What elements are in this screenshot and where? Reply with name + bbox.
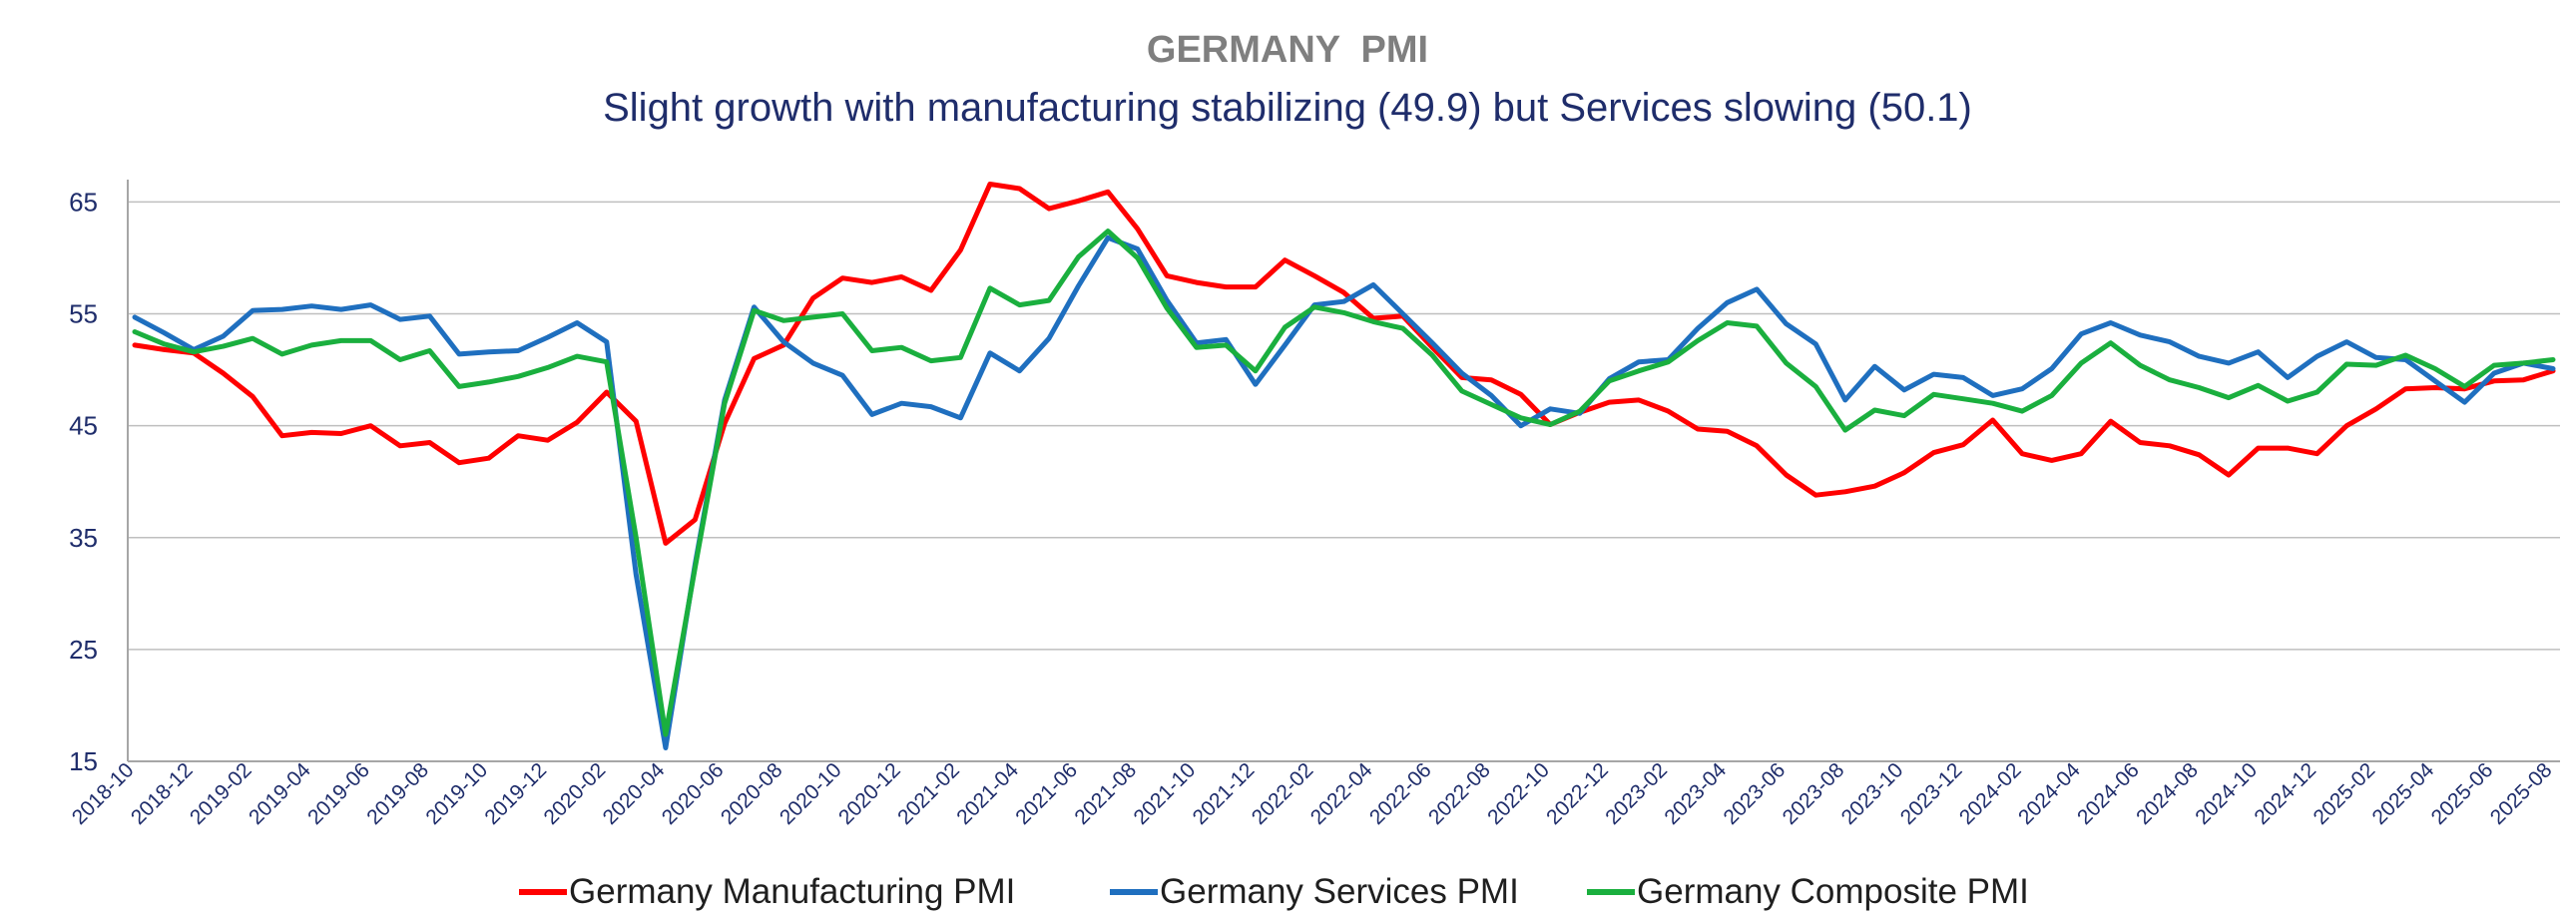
- x-tick-label: 2023-12: [1896, 758, 1967, 829]
- x-tick-label: 2023-02: [1601, 758, 1672, 829]
- x-tick-label: 2025-04: [2368, 758, 2439, 829]
- x-tick-label: 2019-10: [421, 758, 492, 829]
- series-line-composite: [132, 229, 2556, 737]
- series-line-services: [132, 234, 2556, 750]
- x-tick-label: 2020-06: [658, 758, 729, 829]
- x-tick-label: 2022-04: [1306, 758, 1377, 829]
- x-tick-label: 2021-06: [1011, 758, 1082, 829]
- x-tick-label: 2023-06: [1720, 758, 1791, 829]
- legend-label-composite: Germany Composite PMI: [1637, 872, 2029, 911]
- legend-label-manufacturing: Germany Manufacturing PMI: [569, 872, 1015, 911]
- x-tick-label: 2019-02: [186, 758, 257, 829]
- x-tick-label: 2023-10: [1837, 758, 1908, 829]
- x-tick-label: 2024-02: [1955, 758, 2026, 829]
- x-tick-label: 2021-08: [1070, 758, 1141, 829]
- x-tick-label: 2020-10: [775, 758, 846, 829]
- y-tick-label: 35: [69, 523, 98, 553]
- chart-title: GERMANY PMI: [1147, 29, 1428, 71]
- x-tick-label: 2022-06: [1365, 758, 1436, 829]
- x-tick-label: 2024-04: [2014, 758, 2085, 829]
- x-tick-label: 2018-12: [127, 758, 198, 829]
- y-tick-labels: 15 25 35 45 55 65: [69, 187, 98, 776]
- x-tick-label: 2024-08: [2132, 758, 2203, 829]
- x-tick-label: 2019-04: [245, 758, 315, 829]
- x-tick-label: 2025-08: [2486, 758, 2557, 829]
- x-tick-label: 2020-04: [599, 758, 670, 829]
- x-tick-label: 2022-08: [1424, 758, 1495, 829]
- y-tick-label: 15: [69, 746, 98, 776]
- x-tick-label: 2021-02: [893, 758, 964, 829]
- x-tick-label: 2022-12: [1542, 758, 1613, 829]
- x-tick-labels: 2018-102018-122019-022019-042019-062019-…: [68, 758, 2557, 829]
- y-tick-label: 45: [69, 411, 98, 441]
- x-tick-label: 2019-12: [480, 758, 551, 829]
- x-tick-label: 2022-02: [1248, 758, 1318, 829]
- x-tick-label: 2024-12: [2250, 758, 2320, 829]
- x-tick-label: 2023-08: [1779, 758, 1849, 829]
- x-tick-label: 2023-04: [1660, 758, 1731, 829]
- x-tick-label: 2021-12: [1189, 758, 1260, 829]
- x-tick-label: 2019-08: [362, 758, 433, 829]
- x-tick-label: 2020-12: [834, 758, 905, 829]
- x-tick-label: 2021-10: [1130, 758, 1201, 829]
- y-tick-label: 65: [69, 187, 98, 217]
- legend-item-manufacturing[interactable]: Germany Manufacturing PMI: [519, 872, 1015, 911]
- x-tick-label: 2020-02: [540, 758, 611, 829]
- x-tick-label: 2025-06: [2427, 758, 2498, 829]
- x-tick-label: 2022-10: [1483, 758, 1554, 829]
- y-tick-label: 25: [69, 635, 98, 665]
- legend-item-services[interactable]: Germany Services PMI: [1110, 872, 1519, 911]
- legend-label-services: Germany Services PMI: [1160, 872, 1519, 911]
- gridlines: [128, 201, 2560, 762]
- x-tick-label: 2024-10: [2191, 758, 2262, 829]
- chart-subtitle: Slight growth with manufacturing stabili…: [603, 86, 1972, 130]
- x-tick-label: 2019-06: [303, 758, 374, 829]
- y-tick-label: 55: [69, 299, 98, 329]
- x-tick-label: 2025-02: [2309, 758, 2379, 829]
- x-tick-label: 2021-04: [952, 758, 1023, 829]
- x-tick-label: 2024-06: [2073, 758, 2144, 829]
- legend-item-composite[interactable]: Germany Composite PMI: [1587, 872, 2029, 911]
- x-tick-label: 2020-08: [717, 758, 787, 829]
- legend: Germany Manufacturing PMI Germany Servic…: [519, 872, 2029, 911]
- series-line-manufacturing: [132, 182, 2556, 546]
- series-lines: [132, 182, 2556, 750]
